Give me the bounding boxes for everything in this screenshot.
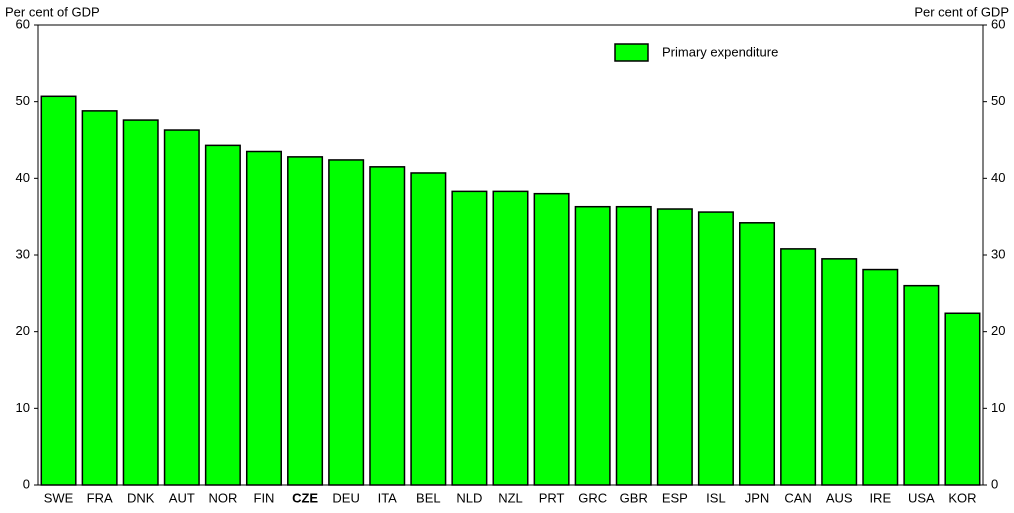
x-tick-label: FRA xyxy=(87,490,113,505)
x-tick-label: USA xyxy=(908,490,935,505)
x-tick-label: NLD xyxy=(456,490,482,505)
y-tick-label: 60 xyxy=(16,16,30,31)
y-tick-label: 40 xyxy=(16,170,30,185)
bar xyxy=(81,110,118,486)
bar xyxy=(903,284,940,486)
y2-tick-label: 0 xyxy=(991,476,998,491)
y2-tick-label: 30 xyxy=(991,246,1005,261)
bar xyxy=(245,150,282,486)
x-tick-label: SWE xyxy=(44,490,74,505)
bar xyxy=(615,205,652,486)
bar xyxy=(328,159,365,486)
bar xyxy=(656,208,693,486)
bar xyxy=(451,190,488,486)
x-tick-label: CAN xyxy=(784,490,811,505)
x-tick-label: GRC xyxy=(578,490,607,505)
y-tick-label: 30 xyxy=(16,246,30,261)
y-tick-label: 0 xyxy=(23,476,30,491)
x-tick-label: ISL xyxy=(706,490,726,505)
x-tick-label: DNK xyxy=(127,490,155,505)
bar xyxy=(287,156,324,486)
bar xyxy=(122,119,159,486)
y2-tick-label: 50 xyxy=(991,93,1005,108)
x-tick-label: GBR xyxy=(620,490,648,505)
legend-label: Primary expenditure xyxy=(662,44,778,59)
y2-tick-label: 40 xyxy=(991,170,1005,185)
x-tick-label: FIN xyxy=(254,490,275,505)
y2-tick-label: 10 xyxy=(991,400,1005,415)
y-tick-label: 20 xyxy=(16,323,30,338)
x-tick-label: ESP xyxy=(662,490,688,505)
x-tick-label: BEL xyxy=(416,490,441,505)
x-tick-label: IRE xyxy=(869,490,891,505)
x-tick-label: DEU xyxy=(332,490,359,505)
y2-tick-label: 60 xyxy=(991,16,1005,31)
bar xyxy=(574,205,611,486)
y-axis-title: Per cent of GDP xyxy=(5,4,100,19)
x-tick-label: KOR xyxy=(948,490,976,505)
x-tick-label: NZL xyxy=(498,490,523,505)
x-tick-label: PRT xyxy=(539,490,565,505)
bar xyxy=(533,192,570,486)
bar xyxy=(410,172,447,486)
y2-axis-title: Per cent of GDP xyxy=(914,4,1009,19)
bar xyxy=(780,248,817,486)
x-tick-label: JPN xyxy=(745,490,770,505)
legend-swatch xyxy=(614,43,649,62)
x-tick-label: CZE xyxy=(292,490,318,505)
bar xyxy=(697,211,734,486)
x-tick-label: AUT xyxy=(169,490,195,505)
bar xyxy=(492,190,529,486)
bar xyxy=(739,222,776,486)
bar xyxy=(821,258,858,486)
y-tick-label: 50 xyxy=(16,93,30,108)
bar xyxy=(369,166,406,486)
x-tick-label: AUS xyxy=(826,490,853,505)
y2-tick-label: 20 xyxy=(991,323,1005,338)
bar xyxy=(40,95,77,486)
x-tick-label: ITA xyxy=(378,490,398,505)
bar xyxy=(163,129,200,486)
y-tick-label: 10 xyxy=(16,400,30,415)
x-tick-label: NOR xyxy=(208,490,237,505)
bar xyxy=(944,312,981,486)
bar xyxy=(862,268,899,486)
bar xyxy=(204,144,241,486)
